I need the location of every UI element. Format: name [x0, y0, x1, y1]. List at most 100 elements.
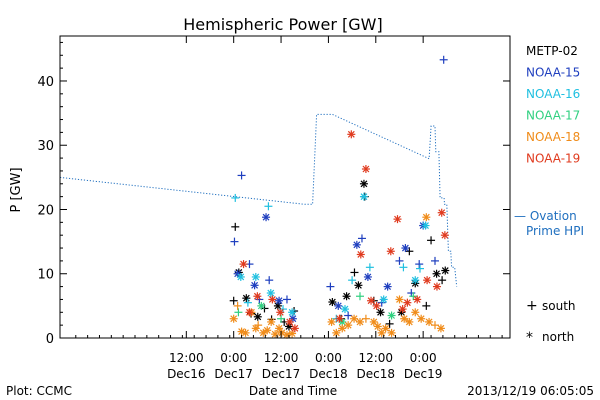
- legend-entry: NOAA-18: [526, 130, 580, 144]
- north-point: [413, 295, 422, 304]
- south-point: [439, 55, 448, 64]
- north-point: [383, 282, 392, 291]
- south-point: [415, 260, 424, 269]
- south-point: [350, 268, 359, 277]
- plot-frame: [59, 35, 511, 339]
- chart-title: Hemispheric Power [GW]: [183, 15, 382, 34]
- north-point: [253, 292, 262, 301]
- north-point: [437, 208, 446, 217]
- north-symbol: *: [526, 330, 533, 346]
- x-axis-label: Date and Time: [249, 384, 337, 398]
- x-tick-time: 0:00: [410, 351, 437, 365]
- north-point: [245, 308, 254, 317]
- north-point: [266, 289, 275, 298]
- north-point: [275, 296, 284, 305]
- north-point: [268, 295, 277, 304]
- north-point: [342, 292, 351, 301]
- data-points: [229, 55, 450, 339]
- north-point: [335, 314, 344, 323]
- south-point: [231, 222, 240, 231]
- south-label: south: [542, 299, 576, 313]
- north-point: [423, 276, 432, 285]
- y-tick-label: 40: [37, 75, 54, 90]
- south-point: [231, 193, 240, 202]
- series-noaa-19: [239, 130, 449, 333]
- south-point: [431, 321, 439, 330]
- north-point: [393, 215, 402, 224]
- north-point: [376, 308, 385, 317]
- north-point: [263, 326, 272, 335]
- north-point: [359, 192, 368, 201]
- south-point: [234, 308, 243, 317]
- north-point: [379, 295, 388, 304]
- y-tick-label: 20: [37, 203, 54, 218]
- north-point: [356, 250, 365, 259]
- north-point: [387, 328, 396, 337]
- south-point: [233, 301, 242, 310]
- legend-entry: NOAA-16: [526, 87, 580, 101]
- south-point: [357, 234, 366, 243]
- south-point: [438, 276, 447, 285]
- north-point: [241, 328, 250, 337]
- north-point: [236, 272, 245, 281]
- north-point: [367, 296, 376, 305]
- north-point: [251, 272, 260, 281]
- x-axis-ticks: 12:00 Dec16 0:00 Dec17 12:00 Dec17 0:00 Dec18 12…: [75, 36, 503, 381]
- legend-entry: NOAA-19: [526, 152, 580, 166]
- north-point: [290, 324, 299, 333]
- y-tick-label: 30: [37, 139, 54, 154]
- south-point: [348, 276, 357, 285]
- north-point: [417, 314, 426, 323]
- north-point: [381, 324, 390, 333]
- north-point: [395, 295, 404, 304]
- x-tick-day: Dec18: [309, 367, 348, 381]
- south-point: [344, 311, 353, 320]
- north-point: [440, 231, 449, 240]
- south-point: [395, 256, 404, 265]
- south-point: [356, 292, 364, 301]
- north-point: [338, 324, 347, 333]
- legend-entry: NOAA-15: [526, 66, 580, 80]
- north-point: [361, 165, 370, 174]
- x-tick-day: Dec18: [357, 367, 396, 381]
- north-point: [432, 282, 441, 291]
- north-point: [436, 324, 445, 333]
- series-noaa-15: [230, 55, 448, 323]
- y-tick-label: 0: [46, 332, 54, 347]
- ovation-legend-line1: — Ovation: [514, 209, 577, 223]
- north-point: [356, 317, 364, 326]
- north-point: [411, 308, 420, 317]
- south-point: [237, 171, 246, 180]
- north-point: [352, 240, 361, 249]
- south-point: [230, 237, 239, 246]
- south-point: [427, 236, 436, 245]
- x-tick-time: 0:00: [220, 351, 247, 365]
- north-point: [386, 247, 395, 256]
- north-label: north: [542, 330, 574, 344]
- ovation-polyline: [59, 113, 458, 287]
- south-point: [431, 256, 439, 265]
- north-point: [422, 213, 431, 222]
- x-tick-time: 0:00: [315, 351, 342, 365]
- legend-entry: METP-02: [526, 44, 578, 58]
- south-point: [385, 319, 394, 328]
- south-point: [422, 301, 431, 310]
- series-noaa-18: [229, 213, 445, 339]
- north-point: [253, 312, 262, 321]
- north-point: [285, 317, 294, 326]
- north-point: [373, 322, 382, 331]
- south-symbol: +: [526, 298, 538, 314]
- south-point: [264, 202, 273, 211]
- south-point: [277, 314, 286, 323]
- north-point: [405, 317, 414, 326]
- x-tick-day: Dec17: [262, 367, 301, 381]
- ovation-line: [59, 113, 458, 287]
- x-tick-time: 12:00: [264, 351, 299, 365]
- north-point: [363, 272, 372, 281]
- south-point: [254, 321, 263, 330]
- north-point: [421, 221, 430, 230]
- north-point: [327, 317, 336, 326]
- north-point: [403, 298, 412, 307]
- south-point: [399, 263, 408, 272]
